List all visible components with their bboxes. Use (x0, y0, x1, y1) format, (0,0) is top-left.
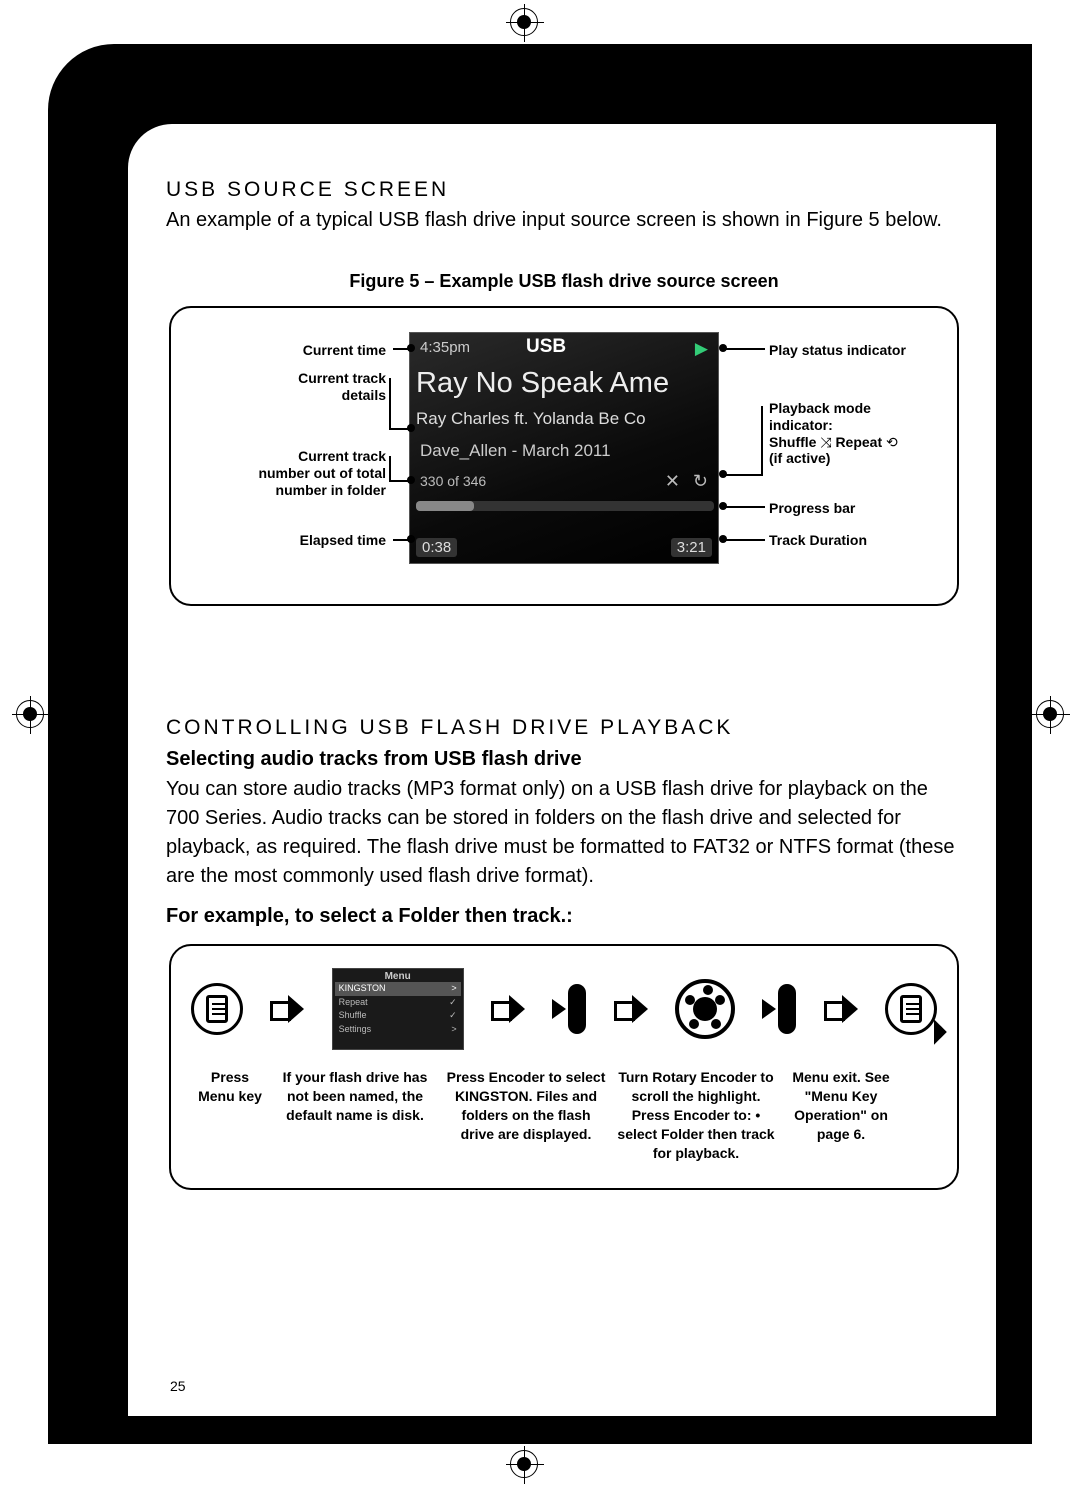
arrow-icon (824, 995, 858, 1023)
step-caption-4: Turn Rotary Encoder to scroll the highli… (611, 1068, 781, 1162)
registration-mark-bottom (510, 1450, 538, 1478)
section2-paragraph: You can store audio tracks (MP3 format o… (166, 775, 962, 891)
step-caption-3: Press Encoder to select KINGSTON. Files … (441, 1068, 611, 1162)
figure5-frame: 4:35pm USB ▶ Ray No Speak Ame Ray Charle… (169, 306, 959, 606)
page-number: 25 (170, 1378, 186, 1394)
figure-steps-frame: Menu KINGSTON> Repeat✓ Shuffle✓ Settings… (169, 944, 959, 1190)
press-encoder-icon (762, 984, 796, 1034)
screen-track-title: Ray No Speak Ame (416, 367, 669, 400)
repeat-glyph-icon: ⟲ (886, 434, 898, 450)
subheading-selecting-tracks: Selecting audio tracks from USB flash dr… (166, 748, 962, 771)
shuffle-glyph-icon: ⤨ (820, 434, 831, 450)
arrow-icon (270, 995, 304, 1023)
press-encoder-icon (552, 984, 586, 1034)
play-status-icon: ▶ (695, 339, 708, 359)
progress-bar-fg (416, 501, 474, 511)
menu-key-icon (191, 983, 243, 1035)
arrow-icon (614, 995, 648, 1023)
callout-track-details: Current trackdetails (251, 370, 386, 404)
figure5-caption: Figure 5 – Example USB flash drive sourc… (166, 271, 962, 292)
screen-current-time: 4:35pm (420, 339, 470, 356)
menu-key-exit-icon (885, 983, 937, 1035)
screen-source-label: USB (526, 336, 566, 358)
callout-elapsed-time: Elapsed time (273, 532, 386, 549)
screen-track-artist: Ray Charles ft. Yolanda Be Co (416, 409, 646, 429)
screen-elapsed-time: 0:38 (416, 538, 457, 557)
rotary-encoder-icon (675, 979, 735, 1039)
step-caption-2: If your flash drive has not been named, … (269, 1068, 441, 1162)
step-caption-5: Menu exit. See "Menu Key Operation" on p… (781, 1068, 901, 1162)
subheading-example: For example, to select a Folder then tra… (166, 905, 962, 928)
registration-mark-right (1036, 700, 1064, 728)
registration-mark-top (510, 8, 538, 36)
page-content: USB SOURCE SCREEN An example of a typica… (128, 124, 996, 1416)
callout-playback-mode: Playback mode indicator: Shuffle ⤨ Repea… (769, 400, 898, 467)
screen-track-count: 330 of 346 (420, 473, 486, 489)
usb-screen-mock: 4:35pm USB ▶ Ray No Speak Ame Ray Charle… (409, 332, 719, 564)
section-heading-usb-source: USB SOURCE SCREEN (166, 178, 962, 202)
section-intro: An example of a typical USB flash drive … (166, 206, 962, 235)
callout-current-time: Current time (276, 342, 386, 359)
shuffle-icon: ✕ (665, 471, 680, 492)
callout-play-status: Play status indicator (769, 342, 906, 359)
screen-track-album: Dave_Allen - March 2011 (420, 441, 611, 461)
callout-track-number: Current tracknumber out of totalnumber i… (211, 448, 386, 498)
page-black-border: USB SOURCE SCREEN An example of a typica… (48, 44, 1032, 1444)
step-captions: PressMenu key If your flash drive has no… (191, 1068, 937, 1162)
section-heading-controlling: CONTROLLING USB FLASH DRIVE PLAYBACK (166, 716, 962, 740)
registration-mark-left (16, 700, 44, 728)
mini-menu-screen: Menu KINGSTON> Repeat✓ Shuffle✓ Settings… (332, 968, 464, 1050)
callout-track-duration: Track Duration (769, 532, 867, 549)
step-row: Menu KINGSTON> Repeat✓ Shuffle✓ Settings… (191, 968, 937, 1050)
arrow-icon (491, 995, 525, 1023)
repeat-icon: ↻ (693, 471, 708, 492)
step-caption-1: PressMenu key (191, 1068, 269, 1162)
screen-duration: 3:21 (671, 538, 712, 557)
callout-progress-bar: Progress bar (769, 500, 855, 517)
